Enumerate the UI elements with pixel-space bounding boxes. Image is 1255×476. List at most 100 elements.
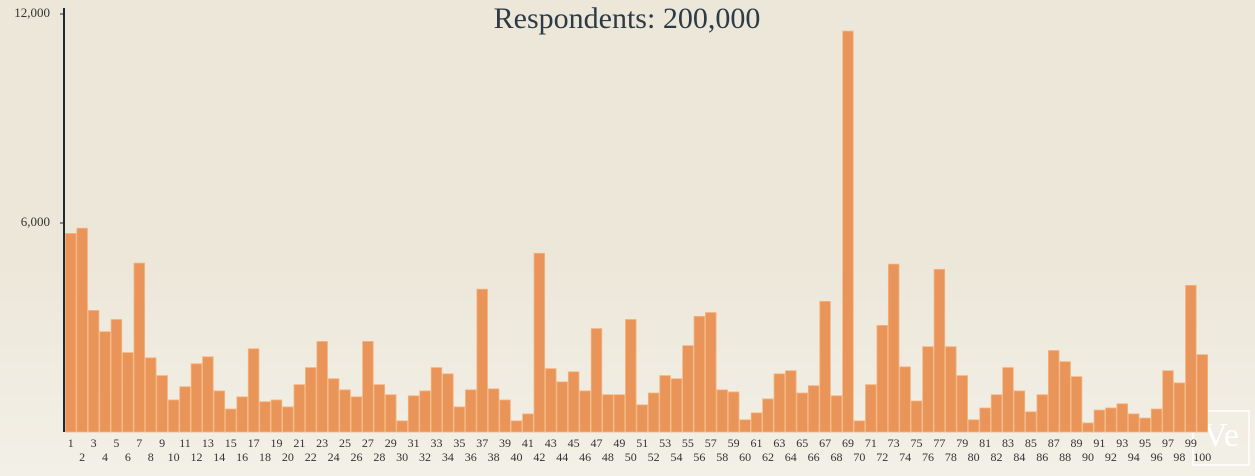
bar: [179, 386, 191, 433]
bar: [293, 384, 306, 433]
x-tick-label: 69: [842, 436, 854, 450]
x-tick-label: 14: [213, 450, 225, 464]
bar: [396, 420, 408, 433]
bar: [785, 370, 797, 433]
bar: [522, 413, 534, 433]
bar: [247, 348, 260, 433]
bar: [636, 404, 648, 433]
bar: [499, 399, 511, 433]
bar: [705, 312, 717, 433]
x-tick-label: 99: [1185, 436, 1197, 450]
x-tick-label: 42: [533, 450, 545, 464]
x-tick-label: 68: [831, 450, 843, 464]
bar: [1185, 284, 1197, 433]
x-tick-label: 76: [922, 450, 934, 464]
bar: [76, 227, 88, 433]
bar: [270, 399, 283, 433]
bar: [830, 395, 843, 433]
bar: [190, 363, 203, 433]
x-tick-label: 57: [705, 436, 717, 450]
bar: [945, 346, 957, 433]
x-tick-label: 34: [442, 450, 454, 464]
bar: [613, 394, 626, 433]
bar: [225, 408, 237, 433]
x-tick-label: 88: [1059, 450, 1071, 464]
bar: [110, 319, 123, 433]
bar: [122, 352, 134, 433]
x-tick-label: 39: [499, 436, 511, 450]
bar: [442, 373, 454, 433]
x-tick-label: 26: [350, 450, 362, 464]
bar: [373, 384, 386, 433]
bar: [305, 367, 317, 433]
x-tick-label: 20: [282, 450, 294, 464]
x-tick-label: 2: [79, 450, 85, 464]
x-tick-label: 37: [476, 436, 488, 450]
x-tick-label: 31: [408, 436, 420, 450]
x-tick-label: 47: [590, 436, 602, 450]
x-tick-label: 50: [625, 450, 637, 464]
x-tick-label: 72: [876, 450, 888, 464]
x-tick-label: 44: [556, 450, 568, 464]
x-tick-label: 43: [545, 436, 557, 450]
bar: [259, 401, 271, 433]
bar: [842, 30, 854, 433]
bar: [922, 346, 934, 433]
x-tick-label: 12: [190, 450, 202, 464]
chart-title: Respondents: 200,000: [494, 2, 761, 35]
x-tick-label: 74: [899, 450, 911, 464]
x-tick-label: 75: [911, 436, 923, 450]
bar: [453, 406, 466, 433]
bar: [430, 367, 443, 433]
x-tick-label: 87: [1048, 436, 1060, 450]
x-tick-label: 4: [102, 450, 108, 464]
bar: [1025, 411, 1037, 433]
bar: [213, 390, 226, 433]
bar: [625, 319, 637, 433]
x-tick-label: 11: [179, 436, 191, 450]
bar: [419, 390, 431, 433]
bar: [465, 389, 477, 433]
bar: [407, 395, 420, 433]
x-tick-label: 5: [113, 436, 119, 450]
x-tick-label: 22: [305, 450, 317, 464]
bar: [1116, 403, 1128, 433]
bar: [910, 400, 923, 433]
x-tick-label: 78: [945, 450, 957, 464]
bar: [1047, 350, 1060, 433]
x-tick-label: 96: [1151, 450, 1163, 464]
x-tick-label: 61: [751, 436, 763, 450]
x-tick-label: 83: [1002, 436, 1014, 450]
x-tick-label: 45: [568, 436, 580, 450]
x-tick-label: 27: [362, 436, 374, 450]
x-tick-label: 67: [819, 436, 831, 450]
x-tick-label: 1: [68, 436, 74, 450]
x-tick-label: 86: [1036, 450, 1048, 464]
bar: [659, 375, 671, 433]
x-tick-label: 71: [865, 436, 877, 450]
bar: [350, 396, 363, 433]
x-tick-label: 64: [785, 450, 797, 464]
bar: [1070, 376, 1083, 433]
bar: [533, 252, 546, 433]
x-tick-label: 54: [671, 450, 683, 464]
x-tick-label: 18: [259, 450, 271, 464]
x-tick-label: 62: [762, 450, 774, 464]
x-tick-label: 77: [933, 436, 945, 450]
x-tick-label: 100: [1193, 450, 1211, 464]
x-tick-label: 53: [659, 436, 671, 450]
bar: [727, 391, 740, 433]
x-tick-label: 84: [1013, 450, 1025, 464]
x-tick-label: 52: [648, 450, 660, 464]
x-tick-label: 97: [1162, 436, 1174, 450]
bar: [167, 399, 180, 433]
bar: [1093, 409, 1106, 433]
x-tick-label: 17: [248, 436, 260, 450]
bar: [876, 325, 888, 433]
logo: Ve: [1203, 417, 1239, 454]
y-tick-label: 6,000: [21, 214, 50, 229]
x-tick-label: 95: [1139, 436, 1151, 450]
x-tick-label: 15: [225, 436, 237, 450]
bar: [65, 233, 77, 433]
bar: [990, 394, 1003, 433]
